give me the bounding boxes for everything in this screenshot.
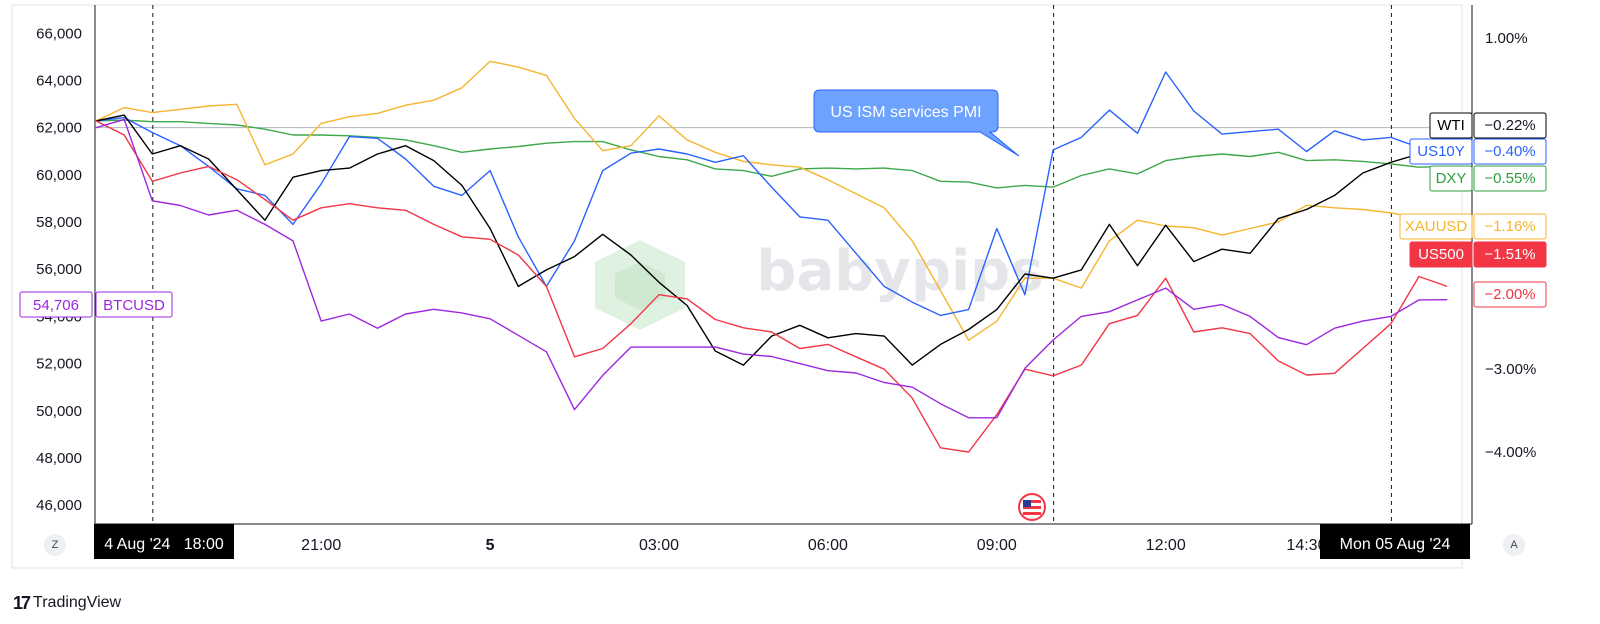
left-axis-tick-label: 58,000: [36, 214, 82, 231]
current-price-symbol: BTCUSD: [103, 297, 165, 314]
series-line-us500: [95, 120, 1448, 453]
series-tag-name-box: [1429, 112, 1473, 139]
series-tag-value-box: [1473, 165, 1547, 192]
series-line-wti: [95, 114, 1448, 366]
tradingview-wordmark: TradingView: [33, 594, 122, 611]
series-tag-value-box: [1473, 138, 1547, 165]
series-tag-name: WTI: [1437, 117, 1465, 134]
right-axis-tick-label: 1.00%: [1485, 30, 1528, 47]
series-tag-name-box: [1399, 213, 1473, 240]
series-tag-value: −0.55%: [1484, 170, 1535, 187]
series-tag-name: US10Y: [1417, 143, 1465, 160]
series-tag-value-box: [1473, 112, 1547, 139]
left-axis-tick-label: 50,000: [36, 403, 82, 420]
left-axis-tick-label: 60,000: [36, 167, 82, 184]
x-axis-start-label-box: [94, 524, 234, 559]
x-axis-tick-label: 06:00: [808, 537, 848, 554]
x-axis-tick-label: 12:00: [1146, 537, 1186, 554]
x-axis-tick-label: 14:30: [1286, 537, 1326, 554]
series-tag-value: −2.00%: [1484, 286, 1535, 303]
watermark: babypips: [756, 239, 1043, 304]
x-axis-crosshair-label: Mon 05 Aug '24: [1340, 536, 1451, 553]
series-tag-value: −1.16%: [1484, 218, 1535, 235]
current-price-value: 54,706: [33, 297, 79, 314]
series-tag-name-box: [1409, 241, 1473, 268]
left-axis-tick-label: 64,000: [36, 72, 82, 89]
series-tag-value-box: [1473, 213, 1547, 240]
left-axis-tick-label: 56,000: [36, 261, 82, 278]
series-tag-value-box: [1473, 281, 1547, 308]
watermark-logo: [595, 240, 685, 330]
series-line-us10y: [95, 71, 1448, 317]
tradingview-logo[interactable]: 17 TradingView: [13, 590, 121, 616]
left-axis-tick-label: 66,000: [36, 25, 82, 42]
annotation-callout[interactable]: US ISM services PMI: [813, 89, 1020, 157]
series-line-dxy: [95, 119, 1448, 189]
x-axis-tick-label: 5: [486, 537, 495, 554]
right-axis-tick-label: −4.00%: [1485, 444, 1536, 461]
x-axis-tick-label: 03:00: [639, 537, 679, 554]
series-line-btcusd: [95, 118, 1448, 419]
x-axis-tick-label: 21:00: [301, 537, 341, 554]
series-tag-value: −0.22%: [1484, 117, 1535, 134]
right-axis-tick-label: −3.00%: [1485, 361, 1536, 378]
series-tag-name: DXY: [1436, 170, 1467, 187]
left-axis-tick-label: 46,000: [36, 497, 82, 514]
series-tag-value: −1.51%: [1484, 246, 1535, 263]
series-line-xauusd: [95, 60, 1448, 341]
series-tag-name-box: [1429, 165, 1473, 192]
series-tag-name-box: [1409, 138, 1473, 165]
x-axis-tick-label: 09:00: [977, 537, 1017, 554]
series-tag-value: −0.40%: [1484, 143, 1535, 160]
current-price-label: 54,706 BTCUSD: [19, 291, 173, 318]
x-axis-crosshair-label-box: [1320, 524, 1470, 559]
scale-toggle-button-left[interactable]: Z: [44, 534, 66, 556]
series-tag-name: XAUUSD: [1405, 218, 1468, 235]
auto-scale-button[interactable]: A: [1503, 534, 1525, 556]
chart-frame: [11, 4, 1463, 569]
series-tag-value-box: [1473, 241, 1547, 268]
left-axis-tick-label: 62,000: [36, 120, 82, 137]
annotation-text: US ISM services PMI: [830, 104, 981, 121]
tradingview-logo-icon: 17: [13, 592, 31, 613]
series-tag-name: US500: [1418, 246, 1464, 263]
left-axis-tick-label: 52,000: [36, 356, 82, 373]
x-axis-start-label: 4 Aug '24 18:00: [104, 536, 224, 553]
left-axis-tick-label: 48,000: [36, 450, 82, 467]
us-flag-icon[interactable]: [1018, 493, 1046, 521]
